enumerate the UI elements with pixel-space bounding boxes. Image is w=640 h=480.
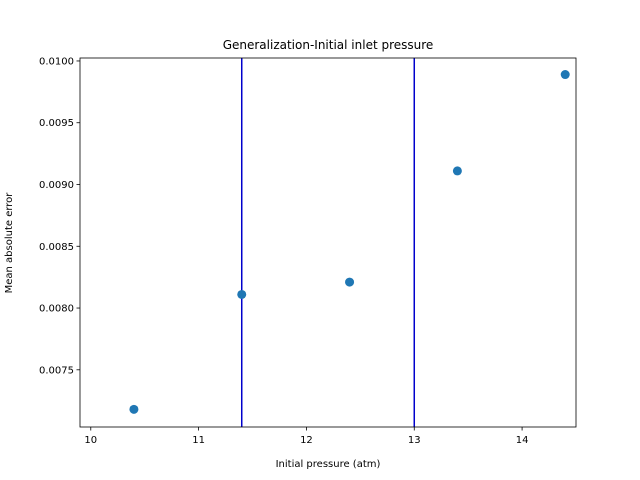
- x-tick-label: 14: [516, 435, 529, 446]
- scatter-point: [129, 404, 139, 414]
- scatter-point: [237, 289, 247, 299]
- y-tick-label: 0.0090: [39, 180, 74, 191]
- y-tick-label: 0.0095: [39, 118, 74, 129]
- y-tick-label: 0.0080: [39, 304, 74, 315]
- y-tick-label: 0.0100: [39, 56, 74, 67]
- x-axis-title: Initial pressure (atm): [276, 459, 381, 470]
- y-tick-label: 0.0085: [39, 242, 74, 253]
- chart-title: Generalization-Initial inlet pressure: [223, 38, 434, 52]
- axes-frame: [79, 57, 577, 428]
- x-tick-label: 12: [300, 435, 313, 446]
- y-tick-label: 0.0075: [39, 365, 74, 376]
- plot-area: [129, 58, 570, 427]
- y-axis-title: Mean absolute error: [4, 192, 15, 294]
- x-tick-label: 10: [84, 435, 97, 446]
- axes: 10 11 12 13 14 0.0075 0.0080 0.0085 0.0090 0.0095…: [39, 56, 577, 446]
- x-tick-label: 13: [408, 435, 421, 446]
- scatter-point: [560, 70, 570, 80]
- x-tick-label: 11: [192, 435, 205, 446]
- scatter-point: [345, 277, 355, 287]
- scatter-point: [452, 166, 462, 176]
